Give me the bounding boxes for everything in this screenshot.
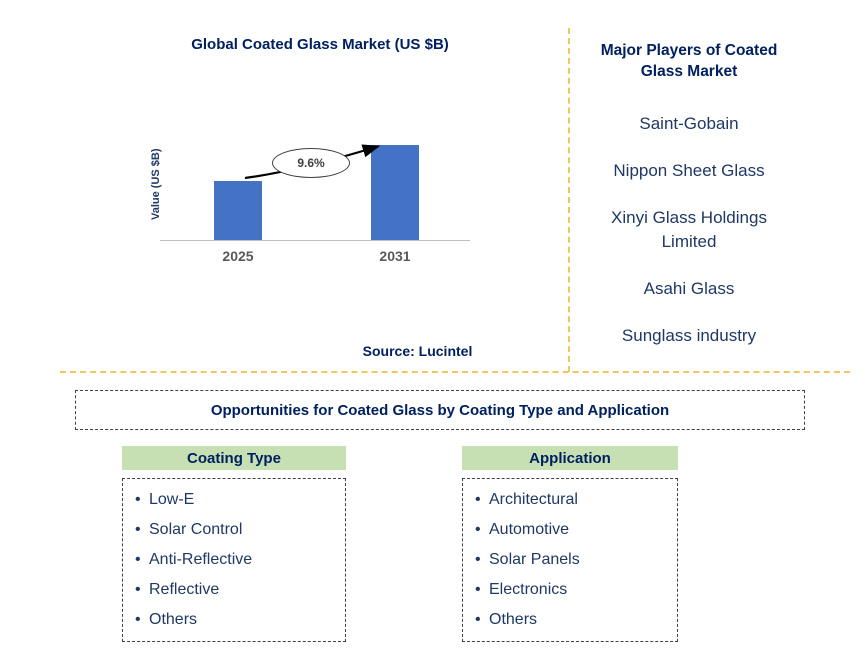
opportunities-title: Opportunities for Coated Glass by Coatin… <box>210 401 670 419</box>
bar-2025 <box>214 181 262 240</box>
players-title: Major Players of Coated Glass Market <box>600 42 778 80</box>
x-tick-2025: 2025 <box>222 248 254 264</box>
x-tick-2031: 2031 <box>379 248 411 264</box>
list-item: Others <box>473 605 667 635</box>
growth-annotation: 9.6% <box>272 148 350 178</box>
list-item: Reflective <box>133 575 335 605</box>
list-item: Others <box>133 605 335 635</box>
coating-type-list: Low-E Solar Control Anti-Reflective Refl… <box>122 478 346 642</box>
growth-annotation-label: 9.6% <box>297 156 325 170</box>
source-text: Source: Lucintel <box>362 343 473 359</box>
list-item: Low-E <box>133 485 335 515</box>
chart-title: Global Coated Glass Market (US $B) <box>191 36 449 53</box>
list-item: Automotive <box>473 515 667 545</box>
player-item: Nippon Sheet Glass <box>613 161 765 180</box>
list-item: Architectural <box>473 485 667 515</box>
application-header: Application <box>462 446 678 470</box>
player-item: Saint-Gobain <box>639 114 739 133</box>
list-item: Anti-Reflective <box>133 545 335 575</box>
bar-chart-plot <box>160 130 470 241</box>
list-item: Solar Panels <box>473 545 667 575</box>
application-list: Architectural Automotive Solar Panels El… <box>462 478 678 642</box>
list-item: Electronics <box>473 575 667 605</box>
player-item: Xinyi Glass Holdings Limited <box>611 208 767 251</box>
opportunities-title-box: Opportunities for Coated Glass by Coatin… <box>75 390 805 430</box>
player-item: Sunglass industry <box>621 326 757 345</box>
players-list: Saint-Gobain Nippon Sheet Glass Xinyi Gl… <box>584 112 794 348</box>
player-item: Asahi Glass <box>643 279 735 298</box>
vertical-divider-dashed <box>568 28 570 372</box>
list-item: Solar Control <box>133 515 335 545</box>
horizontal-divider-dashed <box>60 371 850 373</box>
bar-2031 <box>371 145 419 240</box>
coating-type-header: Coating Type <box>122 446 346 470</box>
